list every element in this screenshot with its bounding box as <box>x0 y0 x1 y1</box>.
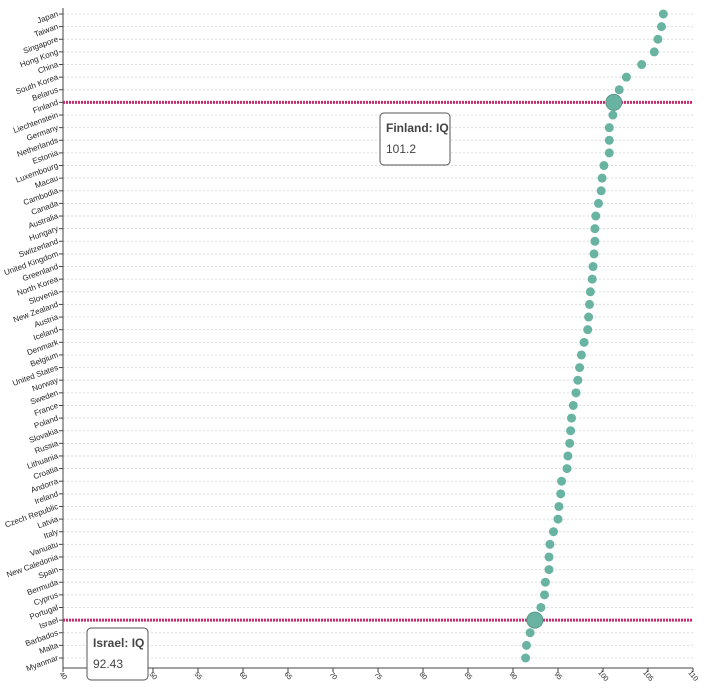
dot <box>522 640 531 650</box>
x-tick-label: 55 <box>193 671 203 682</box>
dot <box>540 577 550 587</box>
dot <box>621 72 631 82</box>
dot <box>653 34 663 44</box>
x-tick-label: 100 <box>596 669 609 683</box>
dot <box>584 312 594 322</box>
x-tick-label: 75 <box>373 671 383 682</box>
dot <box>657 22 666 32</box>
dot <box>563 451 573 461</box>
dot <box>588 262 598 272</box>
dot <box>590 224 600 234</box>
highlighted-dot <box>605 93 623 111</box>
dot <box>553 514 563 524</box>
dot <box>545 539 555 549</box>
tooltip-box <box>379 112 451 166</box>
x-tick-label: 70 <box>328 671 338 682</box>
dot <box>536 602 546 612</box>
dot <box>637 60 647 70</box>
dot <box>567 413 576 423</box>
dot <box>576 350 586 360</box>
dot <box>566 426 576 436</box>
tooltip-title: Israel: IQ <box>93 636 144 650</box>
tooltip-value: 101.2 <box>386 142 416 156</box>
dot <box>579 337 589 347</box>
y-tick-label: Myanmar <box>25 653 60 673</box>
dot <box>604 123 614 133</box>
dot <box>596 186 606 196</box>
dot <box>604 148 614 158</box>
dot <box>568 400 578 410</box>
dot <box>573 375 583 385</box>
dot <box>557 476 567 486</box>
x-tick-label: 65 <box>283 671 293 682</box>
dot <box>590 236 600 246</box>
dot <box>658 9 668 19</box>
dot <box>608 110 618 120</box>
dot <box>544 552 554 562</box>
dot <box>597 173 607 183</box>
x-tick-label: 95 <box>553 671 563 682</box>
dot <box>585 299 594 309</box>
x-tick-label: 85 <box>463 671 473 682</box>
dot <box>594 198 603 208</box>
x-tick-label: 80 <box>418 671 428 682</box>
x-tick-label: 105 <box>641 669 654 683</box>
y-tick-label: Italy <box>43 527 60 540</box>
dot <box>599 161 609 171</box>
dot <box>571 388 581 398</box>
x-tick-label: 40 <box>58 671 68 682</box>
dot <box>575 363 585 373</box>
dot <box>554 501 564 511</box>
dot <box>585 287 595 297</box>
dot <box>525 628 535 638</box>
dot <box>556 489 566 499</box>
dot <box>604 135 614 145</box>
x-tick-label: 90 <box>508 671 518 682</box>
dot <box>587 274 597 284</box>
dot <box>589 249 599 259</box>
tooltip-box <box>86 627 149 681</box>
dot <box>649 47 659 57</box>
x-tick-label: 50 <box>148 671 158 682</box>
tooltip-value: 92.43 <box>93 657 123 671</box>
dot <box>544 565 554 575</box>
dot <box>540 590 549 600</box>
dot <box>614 85 624 95</box>
tooltip-title: Finland: IQ <box>386 121 449 135</box>
dot <box>591 211 601 221</box>
tooltip: Israel: IQ 92.43 <box>86 627 149 681</box>
dot <box>565 438 575 448</box>
highlighted-dot <box>526 611 544 629</box>
x-tick-label: 60 <box>238 671 248 682</box>
tooltip: Finland: IQ 101.2 <box>379 112 451 166</box>
dot <box>549 527 558 537</box>
dot <box>521 653 531 663</box>
dot <box>583 325 593 335</box>
dot <box>562 464 572 474</box>
x-tick-label: 110 <box>686 670 699 683</box>
